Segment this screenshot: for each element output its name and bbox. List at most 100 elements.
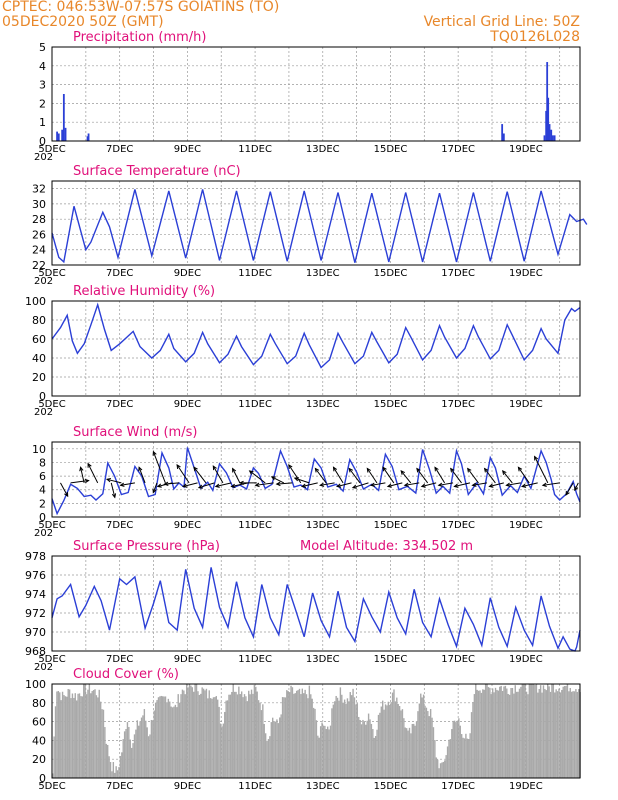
cloud-bar: [276, 719, 278, 778]
wind-vector-head: [403, 482, 409, 487]
wind-xtick-label: 19DEC: [509, 520, 543, 531]
rh-ytick-label: 40: [32, 352, 46, 365]
cloud-bar: [87, 689, 89, 778]
cloud-xtick-label: 5DEC: [38, 781, 65, 792]
cloud-xtick-label: 9DEC: [174, 781, 201, 792]
cloud-bar: [116, 770, 119, 778]
cloud-bar: [174, 704, 177, 778]
cloud-bar: [324, 725, 326, 778]
cloud-bar: [353, 697, 356, 778]
cloud-bar: [280, 714, 282, 778]
cloud-bar: [561, 689, 563, 778]
cloud-bar: [139, 721, 141, 778]
cloud-bar: [527, 694, 529, 778]
cloud-bar: [236, 694, 239, 778]
cloud-bar: [228, 694, 230, 778]
cloud-bar: [410, 733, 412, 778]
cloud-bar: [500, 685, 502, 778]
cloud-bar: [198, 694, 201, 778]
cloud-bar: [162, 696, 164, 778]
wind-vector-head: [574, 486, 579, 492]
pressure-xtick-label: 19DEC: [509, 654, 543, 665]
cloud-ytick-label: 20: [32, 753, 46, 766]
cloud-bar: [429, 709, 432, 778]
cloud-bar: [501, 690, 504, 778]
cloud-bar: [475, 684, 477, 778]
cloud-bar: [61, 691, 64, 778]
precip-ytick-label: 3: [39, 79, 46, 92]
wind-series-line: [51, 447, 581, 516]
cloud-bar: [380, 706, 382, 778]
cloud-bar: [534, 684, 536, 778]
wind-vector: [314, 468, 327, 484]
cloud-bar: [191, 687, 194, 778]
cloud-bar: [226, 700, 229, 778]
pressure-series-line: [51, 567, 581, 652]
cloud-bar: [126, 722, 129, 778]
cloud-bar: [341, 694, 343, 778]
cloud-bar: [305, 694, 308, 778]
cloud-bar: [484, 684, 487, 778]
cloud-bar: [369, 719, 371, 778]
cloud-bar: [507, 693, 509, 778]
cloud-bar: [372, 729, 374, 778]
cloud-bar: [551, 684, 553, 778]
cloud-bar: [459, 725, 461, 778]
rh-xtick-label: 9DEC: [174, 399, 201, 410]
rh-ytick-label: 0: [39, 390, 46, 403]
cloud-bar: [71, 693, 74, 778]
wind-vector: [484, 468, 496, 484]
cloud-bar: [77, 693, 79, 778]
wind-vector-head: [488, 483, 494, 488]
wind-vector-head: [534, 455, 539, 461]
cloud-bar: [105, 743, 107, 778]
precip-bar: [552, 135, 554, 141]
cloud-bar: [332, 704, 335, 778]
cloud-bar: [84, 684, 86, 778]
cloud-bar: [300, 694, 302, 778]
cloud-bar: [506, 688, 508, 778]
cloud-bar: [108, 756, 110, 778]
wind-vector: [70, 480, 89, 484]
wind-vector-head: [197, 484, 203, 489]
cloud-bar: [523, 684, 525, 778]
cloud-bar: [239, 694, 241, 778]
cloud-bar: [556, 691, 559, 778]
cloud-bar: [545, 690, 547, 778]
cloud-bar: [219, 723, 222, 778]
rh-frame: [51, 300, 581, 397]
wind-vector: [521, 482, 538, 487]
wind-vector: [574, 482, 579, 491]
cloud-bar: [331, 708, 333, 778]
cloud-bar: [204, 690, 206, 778]
cloud-bar: [532, 684, 535, 778]
cloud-bar: [122, 739, 124, 778]
cloud-bar: [363, 721, 366, 778]
cloud-bar: [360, 724, 363, 778]
wind-vector-head: [420, 483, 426, 488]
wind-vector-head: [471, 482, 477, 487]
cloud-bar: [274, 721, 277, 778]
cloud-bar: [537, 692, 539, 778]
cloud-bar: [201, 687, 203, 778]
wind-vector: [416, 468, 429, 484]
wind-vector: [212, 465, 224, 484]
cloud-bar: [446, 746, 449, 778]
cloud-bar: [487, 687, 490, 778]
wind-vector: [333, 467, 344, 484]
cloud-bar: [452, 720, 454, 778]
cloud-bar: [74, 693, 76, 778]
cloud-bar: [383, 709, 385, 778]
cloud-xtick-label: 19DEC: [509, 781, 543, 792]
rh-xtick-label: 17DEC: [441, 399, 475, 410]
cloud-bar: [83, 684, 85, 778]
temp-ytick-label: 32: [32, 183, 46, 196]
cloud-bar: [156, 700, 158, 778]
temp-panel: 22 24 26 28 30 32 Surface Temperature (nC) 5DEC…: [32, 164, 588, 287]
cloud-bar: [97, 697, 99, 778]
wind-vector: [120, 482, 136, 486]
cloud-bar: [390, 702, 392, 778]
cloud-bar: [150, 719, 153, 778]
cloud-bar: [575, 689, 577, 778]
cloud-bar: [269, 736, 271, 778]
